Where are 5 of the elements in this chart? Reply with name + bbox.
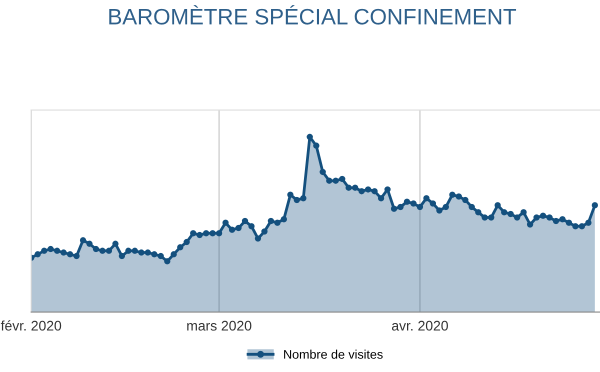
x-tick-label: mars 2020 xyxy=(187,320,252,331)
chart-title: BAROMÈTRE SPÉCIAL CONFINEMENT xyxy=(109,5,516,25)
legend-label: Nombre de visites xyxy=(284,350,383,359)
x-tick-label: avr. 2020 xyxy=(392,320,448,331)
x-tick-label: févr. 2020 xyxy=(0,320,62,331)
